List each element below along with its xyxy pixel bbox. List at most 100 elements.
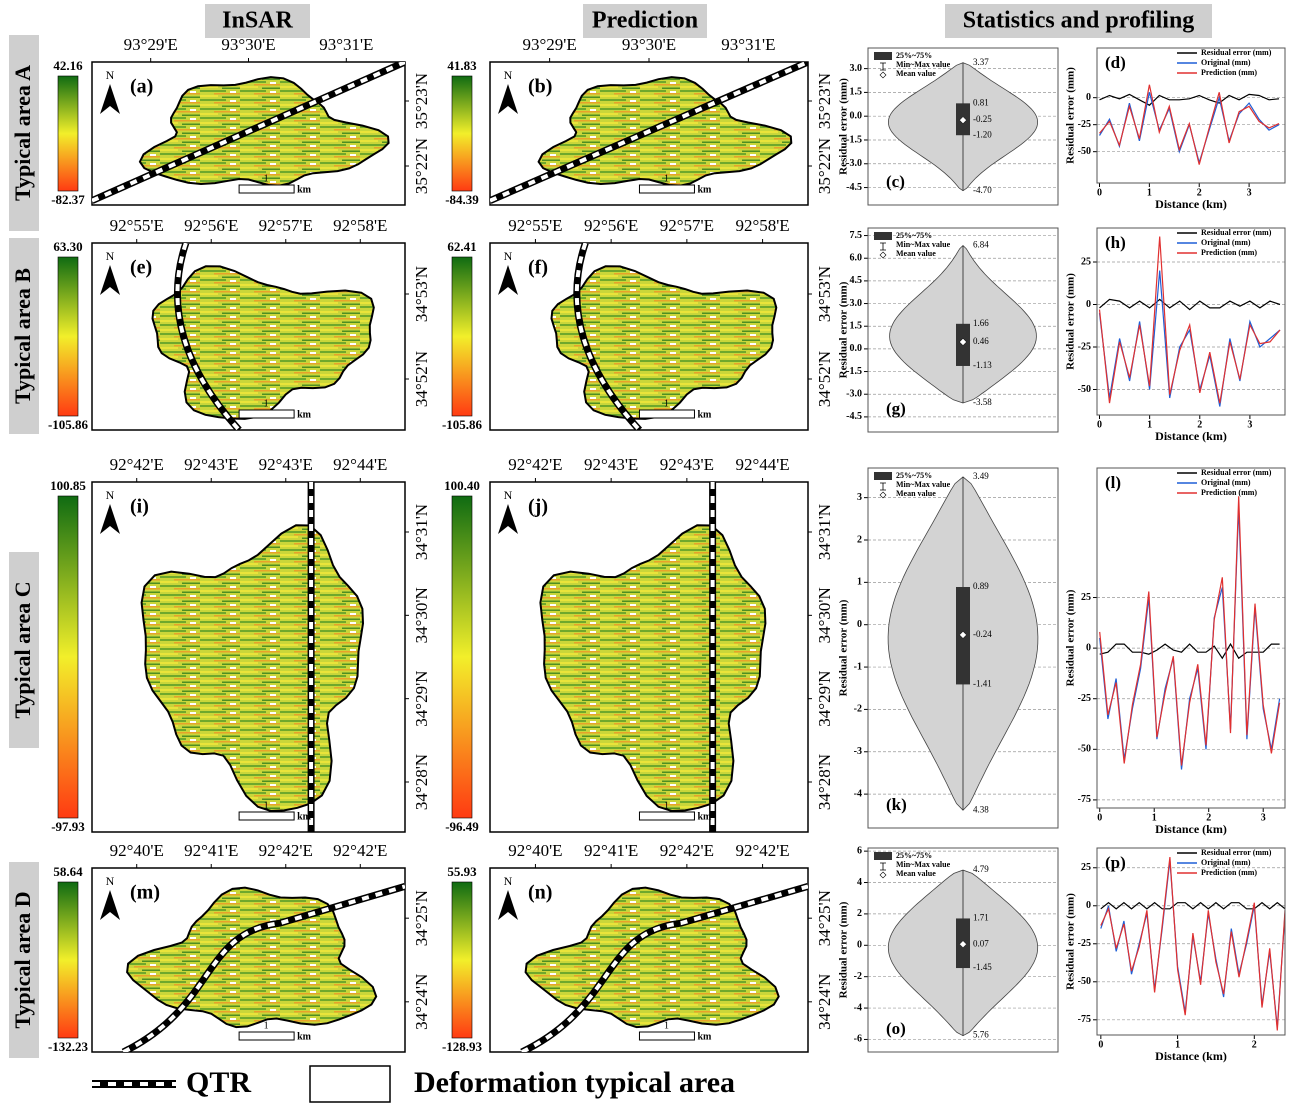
value-label: 1.66	[973, 318, 989, 328]
x-tick-label: 2	[1252, 1039, 1257, 1050]
y-tick-label: -50	[1078, 384, 1091, 395]
north-label: N	[504, 874, 513, 888]
row-label-bg	[9, 238, 39, 434]
y-tick-label: -50	[1078, 976, 1091, 987]
row-label-bg	[9, 35, 39, 231]
colorbar	[451, 495, 473, 819]
legend-label: Residual error (mm)	[1201, 228, 1272, 237]
series-line	[1100, 857, 1285, 1031]
lon-tick-label: 93°31'E	[721, 35, 775, 54]
panel-label: (i)	[130, 496, 149, 518]
road-outline	[520, 883, 808, 1052]
legend-mean-icon	[879, 871, 887, 879]
scale-bar	[238, 1031, 295, 1041]
north-label: N	[106, 488, 115, 502]
lat-tick-label: 35°22'N	[412, 138, 431, 194]
north-label: N	[106, 249, 115, 263]
legend-mean-icon	[879, 251, 887, 259]
y-tick-label: 0.0	[850, 343, 863, 354]
header-bg	[583, 4, 707, 38]
colorbar-min: -128.93	[442, 1039, 483, 1054]
panel-label: (b)	[528, 76, 552, 98]
chart-frame	[1096, 47, 1286, 184]
legend-area-swatch	[309, 1065, 391, 1103]
lon-tick-label: 93°30'E	[622, 35, 676, 54]
value-label: -1.13	[973, 360, 992, 370]
mean-marker	[959, 338, 967, 346]
y-tick-label: -25	[1078, 938, 1091, 949]
lon-tick-label: 92°41'E	[184, 841, 238, 860]
y-tick-label: -3	[854, 746, 862, 757]
road-outline	[121, 883, 405, 1052]
row-label-bg	[9, 552, 39, 748]
lon-tick-label: 92°43'E	[184, 455, 238, 474]
legend-label: 25%~75%	[896, 471, 932, 480]
y-tick-label: 25	[1081, 256, 1091, 267]
lon-tick-label: 93°29'E	[124, 35, 178, 54]
y-tick-label: 0	[857, 619, 862, 630]
legend-mean-icon	[879, 71, 887, 79]
lat-tick-label: 34°24'N	[412, 974, 431, 1030]
colorbar-min: -84.39	[445, 192, 479, 207]
lon-tick-label: 92°44'E	[735, 455, 789, 474]
lon-tick-label: 92°43'E	[584, 455, 638, 474]
colorbar-min: -82.37	[51, 192, 85, 207]
chart-frame	[867, 227, 1059, 433]
scale-label: 1	[664, 398, 669, 409]
legend-label: Original (mm)	[1201, 478, 1251, 487]
lat-tick-label: 34°25'N	[412, 890, 431, 946]
series-line	[1098, 270, 1281, 407]
y-tick-label: -50	[1078, 146, 1091, 157]
lat-tick-label: 34°53'N	[815, 266, 834, 322]
north-arrow	[498, 84, 518, 114]
value-label: 1.71	[973, 913, 989, 923]
row-label: Typical area A	[9, 35, 39, 231]
y-tick-label: 0	[1086, 642, 1091, 653]
lon-tick-label: 92°40'E	[508, 841, 562, 860]
chart-frame	[867, 847, 1059, 1053]
lon-tick-label: 92°42'E	[333, 841, 387, 860]
x-tick-label: 2	[1206, 812, 1211, 823]
series-line	[1098, 236, 1281, 404]
y-axis-label: Residual error (mm)	[1065, 893, 1077, 990]
lat-tick-label: 34°25'N	[815, 890, 834, 946]
panel-label: (f)	[528, 257, 548, 279]
y-tick-label: -4	[854, 788, 862, 799]
x-tick-label: 1	[1152, 812, 1157, 823]
legend-whisker-icon	[880, 482, 886, 491]
y-axis-label: Residual error (mm)	[1065, 67, 1077, 164]
colorbar-max: 100.40	[444, 478, 480, 493]
y-axis-label: Residual error (mm)	[1065, 589, 1077, 686]
panel-label: (h)	[1105, 233, 1126, 252]
y-tick-label: 0	[1086, 299, 1091, 310]
lat-tick-label: 34°28'N	[412, 754, 431, 810]
value-label: -1.45	[973, 962, 992, 972]
lon-tick-label: 92°55'E	[508, 216, 562, 235]
x-tick-label: 1	[1147, 187, 1152, 198]
y-axis-label: Residual error (mm)	[838, 599, 850, 696]
legend-box-icon	[874, 472, 892, 480]
legend-label: Min~Max value	[896, 60, 951, 69]
lon-tick-label: 92°41'E	[584, 841, 638, 860]
y-tick-label: 0	[1086, 900, 1091, 911]
chart-frame	[1096, 467, 1286, 809]
legend-label: Mean value	[896, 249, 936, 258]
mean-marker	[959, 940, 967, 949]
x-tick-label: 2	[1197, 187, 1202, 198]
scale-bar	[638, 184, 695, 194]
legend-box-icon	[874, 232, 892, 240]
legend-label: Original (mm)	[1201, 238, 1251, 247]
north-label: N	[106, 874, 115, 888]
scale-unit: km	[297, 811, 312, 822]
panel-label: (p)	[1105, 853, 1126, 872]
road-dash	[92, 62, 405, 203]
x-tick-label: 0	[1097, 187, 1102, 198]
colorbar-max: 58.64	[53, 864, 83, 879]
legend-whisker-icon	[880, 62, 886, 71]
y-tick-label: 7.5	[850, 230, 863, 241]
header-bg	[205, 4, 310, 38]
legend-label: Residual error (mm)	[1201, 48, 1272, 57]
colorbar	[451, 881, 473, 1039]
scale-label: 1	[664, 173, 669, 184]
scale-label: 1	[264, 173, 269, 184]
